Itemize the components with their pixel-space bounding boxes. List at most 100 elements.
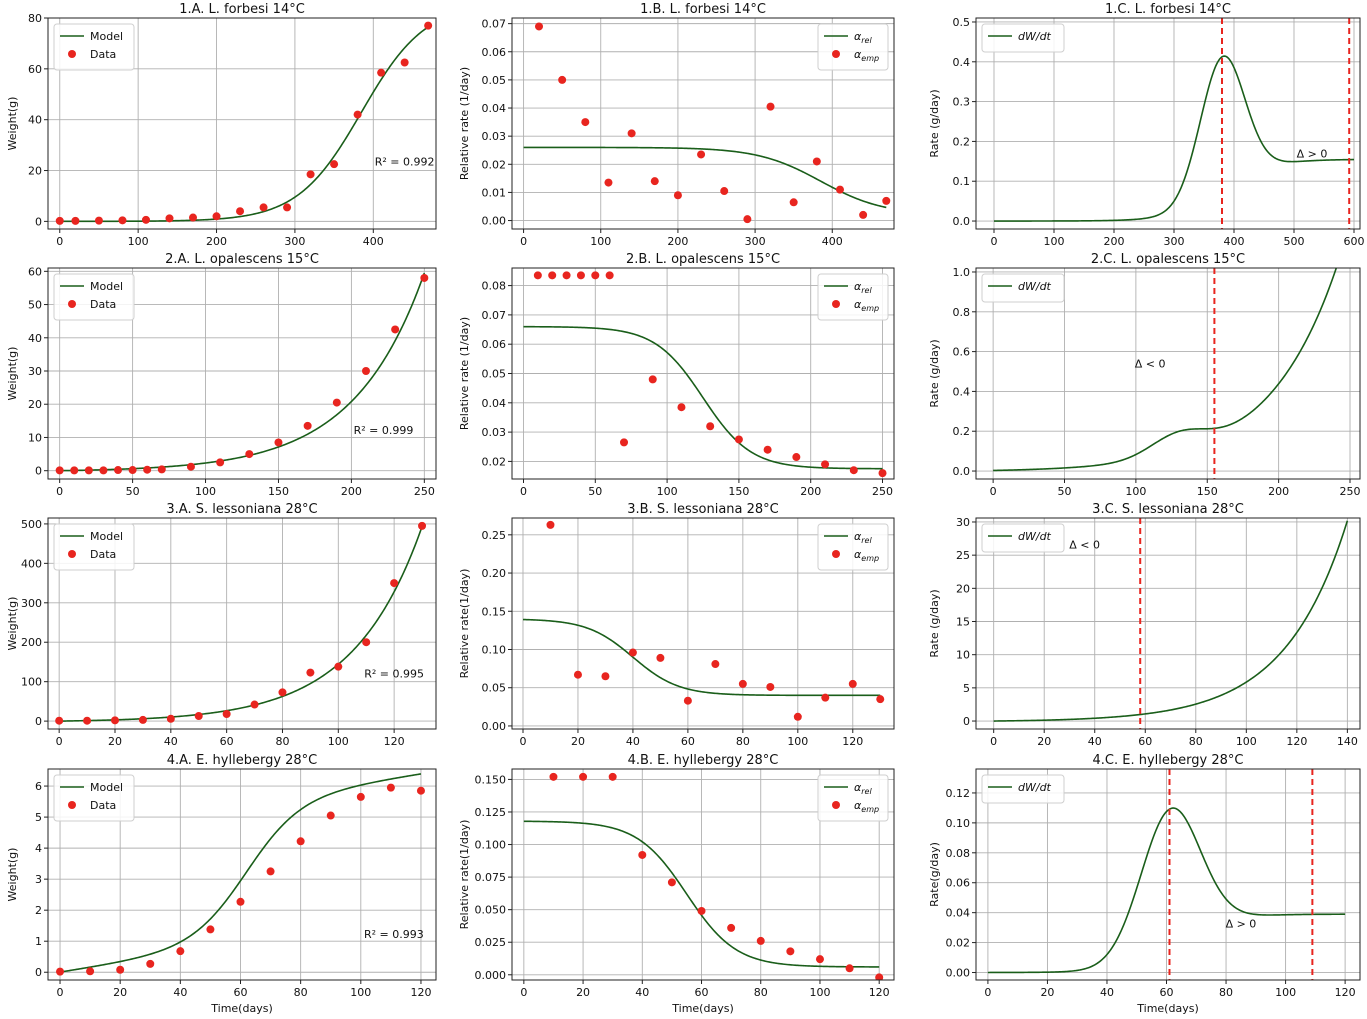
plot-area bbox=[522, 520, 885, 721]
legend-label: Model bbox=[90, 280, 123, 293]
y-tick-label: 0.25 bbox=[482, 529, 507, 542]
legend-label: αrel bbox=[854, 280, 872, 295]
legend-label: Data bbox=[90, 799, 116, 812]
data-point bbox=[535, 22, 544, 31]
data-point bbox=[189, 213, 198, 222]
x-tick-label: 120 bbox=[384, 735, 405, 748]
y-tick-label: 0.05 bbox=[482, 368, 507, 381]
y-tick-label: 0.025 bbox=[475, 936, 507, 949]
data-point bbox=[579, 772, 588, 781]
y-tick-label: 60 bbox=[28, 265, 42, 278]
data-point bbox=[620, 438, 629, 447]
data-point bbox=[418, 521, 427, 530]
y-tick-label: 5 bbox=[963, 682, 970, 695]
data-point bbox=[186, 462, 195, 471]
y-tick-label: 0.15 bbox=[482, 605, 507, 618]
x-tick-label: 100 bbox=[1275, 986, 1296, 999]
x-tick-label: 120 bbox=[869, 986, 890, 999]
data-point bbox=[250, 700, 259, 709]
x-axis-label: Time(days) bbox=[1136, 1002, 1198, 1015]
x-tick-label: 200 bbox=[206, 235, 227, 248]
data-point bbox=[734, 435, 743, 444]
x-tick-label: 100 bbox=[787, 735, 808, 748]
data-point bbox=[667, 878, 676, 887]
data-point bbox=[55, 466, 64, 475]
y-tick-label: 40 bbox=[28, 332, 42, 345]
data-point bbox=[743, 215, 752, 224]
y-tick-label: 0.00 bbox=[946, 967, 971, 980]
data-point bbox=[533, 271, 542, 280]
data-point bbox=[835, 185, 844, 194]
legend-label: Data bbox=[90, 48, 116, 61]
axes-frame bbox=[47, 267, 437, 480]
data-point bbox=[812, 157, 821, 166]
data-point bbox=[236, 207, 245, 216]
x-tick-label: 20 bbox=[1040, 986, 1054, 999]
x-tick-label: 150 bbox=[728, 485, 749, 498]
data-point bbox=[356, 792, 365, 801]
y-axis-label: Relative rate(1/day) bbox=[458, 820, 471, 930]
y-tick-label: 20 bbox=[956, 582, 970, 595]
x-tick-label: 80 bbox=[754, 986, 768, 999]
data-point bbox=[859, 210, 868, 219]
y-tick-label: 0.150 bbox=[475, 773, 507, 786]
data-point bbox=[849, 466, 858, 475]
data-point bbox=[334, 662, 343, 671]
data-point bbox=[236, 897, 245, 906]
y-tick-label: 0.03 bbox=[482, 130, 507, 143]
axes-frame bbox=[47, 768, 437, 981]
x-tick-label: 200 bbox=[1104, 235, 1125, 248]
panel-title: 2.C. L. opalescens 15°C bbox=[1091, 252, 1245, 267]
data-point bbox=[562, 271, 571, 280]
data-point bbox=[789, 198, 798, 207]
data-point bbox=[763, 445, 772, 454]
data-point bbox=[720, 187, 729, 196]
x-tick-label: 150 bbox=[1197, 485, 1218, 498]
data-point bbox=[94, 216, 103, 225]
legend-box bbox=[817, 273, 889, 321]
y-axis-label: Weight(g) bbox=[6, 97, 19, 151]
panel-title: 1.A. L. forbesi 14°C bbox=[179, 2, 305, 17]
data-point bbox=[638, 850, 647, 859]
data-point bbox=[176, 947, 185, 956]
data-point bbox=[591, 271, 600, 280]
y-tick-label: 0.02 bbox=[482, 158, 507, 171]
y-tick-label: 0 bbox=[35, 966, 42, 979]
series-line bbox=[59, 526, 423, 722]
panel-title: 4.C. E. hyllebergy 28°C bbox=[1093, 753, 1244, 768]
y-tick-label: 10 bbox=[956, 649, 970, 662]
x-tick-label: 400 bbox=[363, 235, 384, 248]
data-point bbox=[766, 682, 775, 691]
legend-label: dW/dt bbox=[1018, 30, 1052, 43]
annotation: R² = 0.992 bbox=[375, 155, 435, 168]
y-tick-label: 20 bbox=[28, 398, 42, 411]
data-point bbox=[83, 716, 92, 725]
x-tick-label: 200 bbox=[1268, 485, 1289, 498]
data-point bbox=[259, 203, 268, 212]
y-tick-label: 0.04 bbox=[482, 397, 507, 410]
y-tick-label: 0.08 bbox=[482, 280, 507, 293]
x-tick-label: 250 bbox=[1340, 485, 1361, 498]
y-tick-label: 0.20 bbox=[482, 567, 507, 580]
y-tick-label: 80 bbox=[28, 12, 42, 25]
y-tick-label: 0 bbox=[35, 215, 42, 228]
x-tick-label: 60 bbox=[1160, 986, 1174, 999]
y-tick-label: 400 bbox=[21, 557, 42, 570]
panel-title: 3.B. S. lessoniana 28°C bbox=[627, 502, 779, 517]
legend-box bbox=[981, 523, 1065, 553]
x-tick-label: 0 bbox=[984, 986, 991, 999]
x-tick-label: 200 bbox=[667, 235, 688, 248]
x-tick-label: 100 bbox=[195, 485, 216, 498]
y-tick-label: 25 bbox=[956, 549, 970, 562]
y-axis-label: Relative rate (1/day) bbox=[458, 317, 471, 430]
legend-dot-swatch bbox=[68, 50, 76, 58]
data-point bbox=[546, 520, 555, 529]
y-tick-label: 0.4 bbox=[953, 56, 971, 69]
legend-label: Model bbox=[90, 530, 123, 543]
y-tick-label: 3 bbox=[35, 873, 42, 886]
data-point bbox=[194, 711, 203, 720]
x-tick-label: 0 bbox=[520, 485, 527, 498]
x-tick-label: 100 bbox=[328, 735, 349, 748]
x-tick-label: 0 bbox=[520, 986, 527, 999]
data-point bbox=[608, 772, 617, 781]
